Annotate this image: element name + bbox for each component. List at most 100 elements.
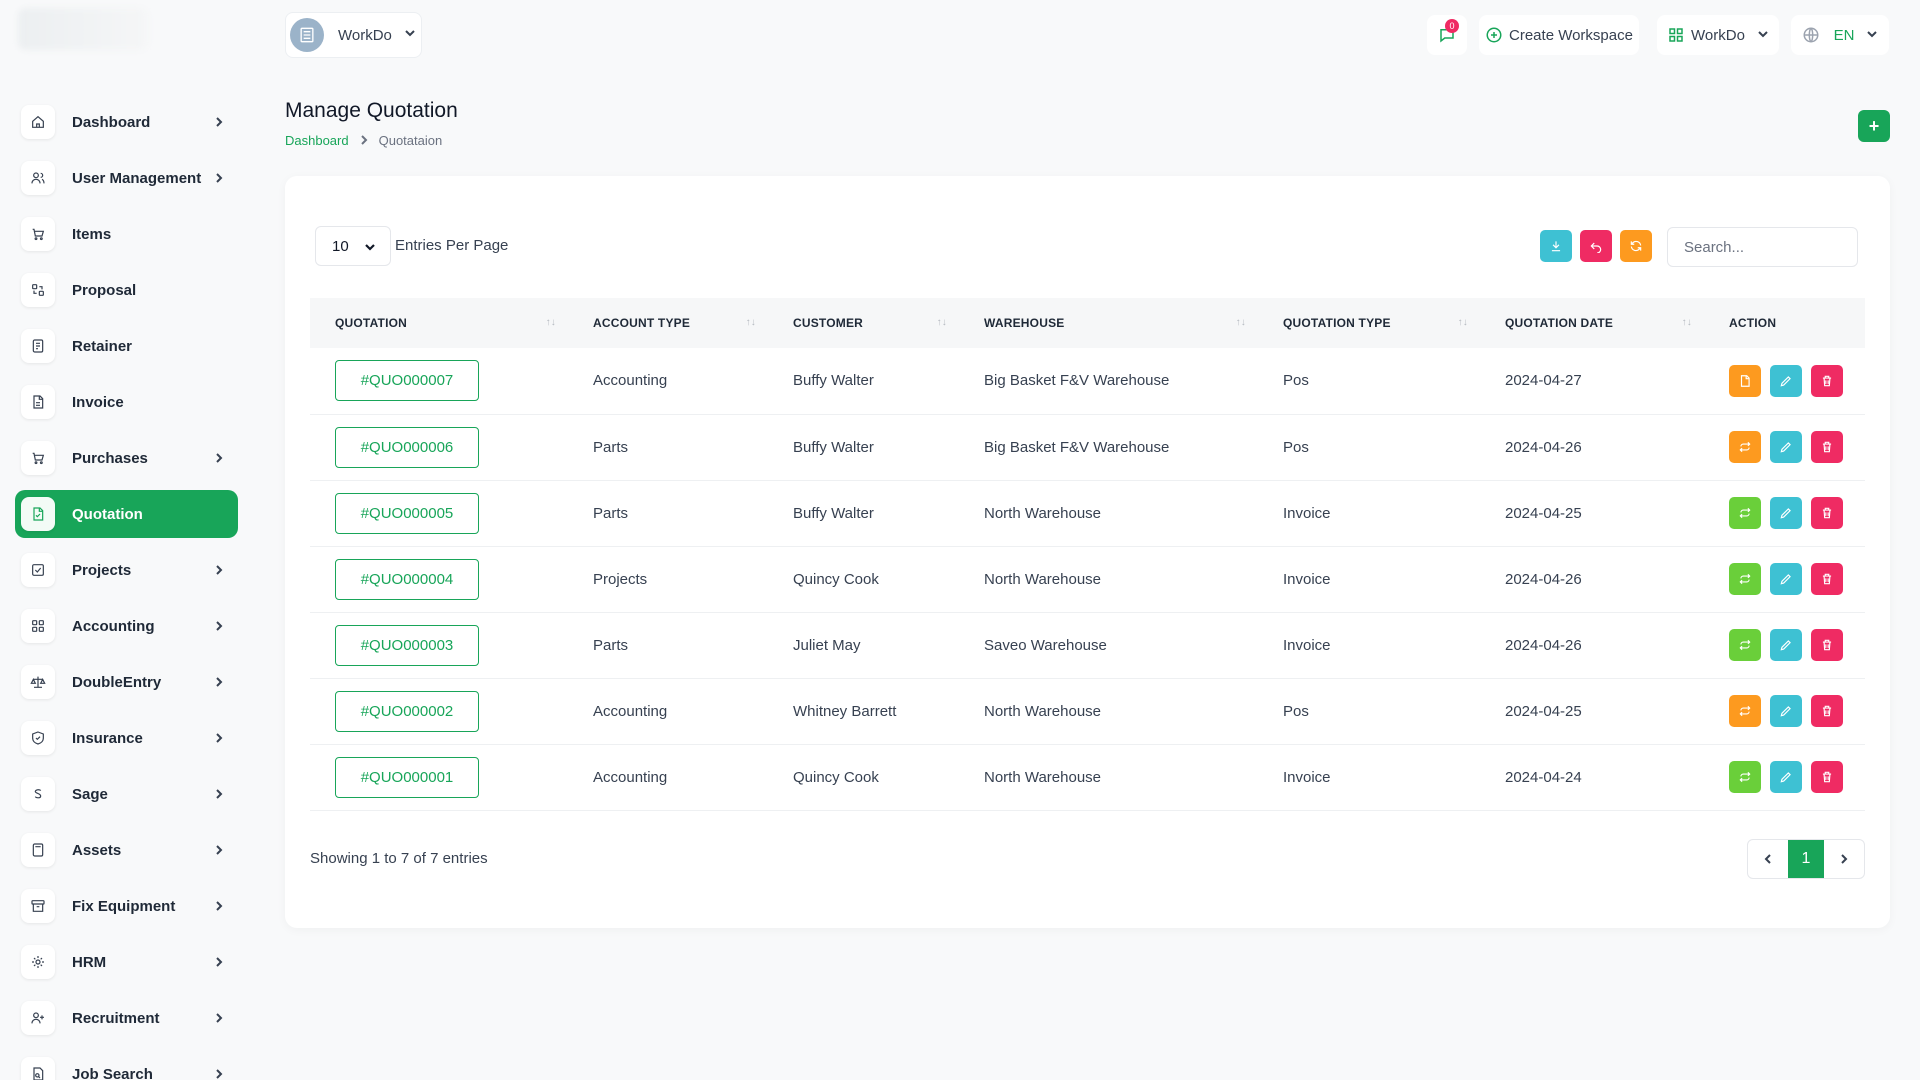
reload-button[interactable] xyxy=(1620,230,1652,262)
column-header-quotation-type[interactable]: QUOTATION TYPE ↑↓ xyxy=(1283,316,1468,330)
sidebar-item-dashboard[interactable]: Dashboard xyxy=(15,98,238,146)
chevron-right-icon xyxy=(212,899,226,913)
messages-button[interactable]: 0 xyxy=(1427,15,1467,55)
page-button-current[interactable]: 1 xyxy=(1787,840,1825,878)
sidebar-item-doubleentry[interactable]: DoubleEntry xyxy=(15,658,238,706)
edit-button[interactable] xyxy=(1770,497,1802,529)
chevron-right-icon xyxy=(359,133,369,148)
pencil-icon xyxy=(1780,706,1791,717)
chevron-right-icon xyxy=(212,171,226,185)
quotation-type-cell: Pos xyxy=(1283,702,1309,720)
edit-button[interactable] xyxy=(1770,695,1802,727)
sidebar-item-accounting[interactable]: Accounting xyxy=(15,602,238,650)
sidebar-item-sage[interactable]: Sage xyxy=(15,770,238,818)
sidebar-item-purchases[interactable]: Purchases xyxy=(15,434,238,482)
sidebar-item-projects[interactable]: Projects xyxy=(15,546,238,594)
column-header-action: ACTION xyxy=(1729,316,1777,330)
sidebar-item-insurance[interactable]: Insurance xyxy=(15,714,238,762)
table-row: #QUO000004 Projects Quincy Cook North Wareh… xyxy=(310,546,1865,612)
warehouse-cell: Big Basket F&V Warehouse xyxy=(984,372,1170,390)
trash-icon xyxy=(1822,507,1832,519)
add-quotation-button[interactable]: + xyxy=(1858,110,1890,142)
quotation-date-cell: 2024-04-25 xyxy=(1505,702,1582,720)
edit-button[interactable] xyxy=(1770,761,1802,793)
convert-icon xyxy=(1739,705,1751,717)
convert-quotation-button[interactable] xyxy=(1729,563,1761,595)
quotation-id-link[interactable]: #QUO000001 xyxy=(335,756,479,798)
quotation-icon xyxy=(21,497,55,531)
sidebar-item-invoice[interactable]: Invoice xyxy=(15,378,238,426)
convert-quotation-button[interactable] xyxy=(1729,431,1761,463)
delete-button[interactable] xyxy=(1811,497,1843,529)
column-header-quotation-date[interactable]: QUOTATION DATE ↑↓ xyxy=(1505,316,1692,330)
view-quotation-button[interactable] xyxy=(1729,364,1761,397)
edit-button[interactable] xyxy=(1770,431,1802,463)
sidebar-item-quotation[interactable]: Quotation xyxy=(15,490,238,538)
quotation-id-link[interactable]: #QUO000005 xyxy=(335,492,479,534)
customer-cell: Buffy Walter xyxy=(793,504,874,522)
sidebar-item-assets[interactable]: Assets xyxy=(15,826,238,874)
column-header-account-type[interactable]: ACCOUNT TYPE ↑↓ xyxy=(593,316,756,330)
sidebar-item-items[interactable]: Items xyxy=(15,210,238,258)
quotation-id-link[interactable]: #QUO000007 xyxy=(335,360,479,402)
export-button[interactable] xyxy=(1540,230,1572,262)
sidebar-item-proposal[interactable]: Proposal xyxy=(15,266,238,314)
warehouse-cell: Saveo Warehouse xyxy=(984,636,1107,654)
quotation-date-cell: 2024-04-27 xyxy=(1505,372,1582,390)
language-selector[interactable]: EN xyxy=(1791,15,1889,55)
edit-button[interactable] xyxy=(1770,563,1802,595)
convert-quotation-button[interactable] xyxy=(1729,497,1761,529)
quotation-id-link[interactable]: #QUO000004 xyxy=(335,558,479,600)
logo xyxy=(18,8,148,50)
quotation-id-link[interactable]: #QUO000002 xyxy=(335,690,479,732)
sidebar-item-user-management[interactable]: User Management xyxy=(15,154,238,202)
column-header-quotation[interactable]: QUOTATION ↑↓ xyxy=(335,316,556,330)
sidebar-item-fix-equipment[interactable]: Fix Equipment xyxy=(15,882,238,930)
sidebar-item-retainer[interactable]: Retainer xyxy=(15,322,238,370)
sidebar-item-hrm[interactable]: HRM xyxy=(15,938,238,986)
convert-quotation-button[interactable] xyxy=(1729,761,1761,793)
entries-per-page-select[interactable]: 10 xyxy=(315,226,391,266)
breadcrumb-dashboard-link[interactable]: Dashboard xyxy=(285,133,349,148)
calculator-icon xyxy=(21,833,55,867)
delete-button[interactable] xyxy=(1811,431,1843,463)
sidebar-item-recruitment[interactable]: Recruitment xyxy=(15,994,238,1042)
column-header-warehouse[interactable]: WAREHOUSE ↑↓ xyxy=(984,316,1246,330)
delete-button[interactable] xyxy=(1811,364,1843,397)
archive-icon xyxy=(21,889,55,923)
chevron-right-icon xyxy=(1841,854,1848,864)
workspace-switcher[interactable]: WorkDo xyxy=(1657,15,1779,55)
delete-button[interactable] xyxy=(1811,695,1843,727)
reset-button[interactable] xyxy=(1580,230,1612,262)
edit-button[interactable] xyxy=(1770,629,1802,661)
sidebar-item-job-search[interactable]: Job Search xyxy=(15,1050,238,1080)
pagination: 1 xyxy=(1747,839,1865,879)
quotation-date-cell: 2024-04-25 xyxy=(1505,504,1582,522)
trash-icon xyxy=(1822,573,1832,585)
convert-quotation-button[interactable] xyxy=(1729,695,1761,727)
sidebar-item-label: Sage xyxy=(72,785,108,803)
convert-quotation-button[interactable] xyxy=(1729,629,1761,661)
next-page-button[interactable] xyxy=(1824,840,1864,878)
sidebar-item-label: Fix Equipment xyxy=(72,897,176,915)
delete-button[interactable] xyxy=(1811,761,1843,793)
workspace-switch-label: WorkDo xyxy=(1691,26,1745,44)
table-row: #QUO000002 Accounting Whitney Barrett North… xyxy=(310,678,1865,744)
notification-badge: 0 xyxy=(1445,19,1459,33)
language-label: EN xyxy=(1833,26,1855,44)
table-row: #QUO000001 Accounting Quincy Cook North War… xyxy=(310,744,1865,810)
plus-circle-icon xyxy=(1486,27,1502,43)
pencil-icon xyxy=(1780,508,1791,519)
column-header-customer[interactable]: CUSTOMER ↑↓ xyxy=(793,316,947,330)
prev-page-button[interactable] xyxy=(1748,840,1788,878)
search-input[interactable] xyxy=(1667,227,1858,267)
delete-button[interactable] xyxy=(1811,629,1843,661)
delete-button[interactable] xyxy=(1811,563,1843,595)
account-type-cell: Parts xyxy=(593,504,629,522)
quotation-id-link[interactable]: #QUO000003 xyxy=(335,624,479,666)
workspace-selector[interactable]: WorkDo xyxy=(285,12,422,58)
quotation-id-link[interactable]: #QUO000006 xyxy=(335,426,479,468)
create-workspace-button[interactable]: Create Workspace xyxy=(1479,15,1639,55)
edit-button[interactable] xyxy=(1770,364,1802,397)
table-row: #QUO000006 Parts Buffy Walter Big Basket F&… xyxy=(310,414,1865,480)
